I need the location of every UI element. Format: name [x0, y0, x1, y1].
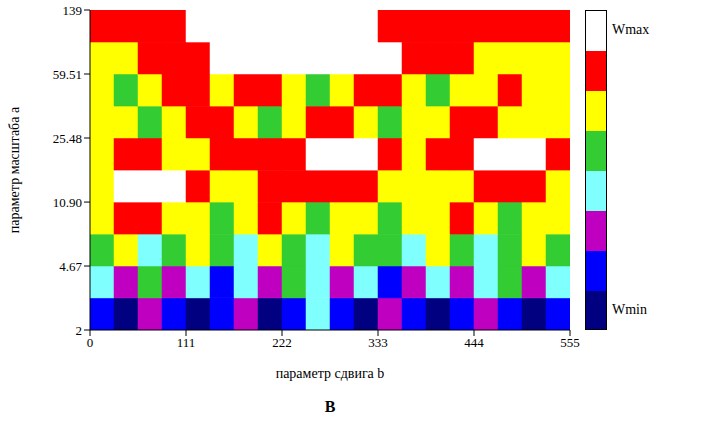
html-text:Wmin: Wmin: [612, 302, 647, 317]
svg-text:параметр масштаба a: параметр масштаба a: [7, 106, 22, 233]
svg-text:0: 0: [87, 335, 94, 350]
svg-text:4.67: 4.67: [59, 259, 82, 274]
svg-text:2: 2: [76, 323, 83, 338]
html-text:Wmax: Wmax: [612, 22, 650, 37]
svg-text:444: 444: [464, 335, 484, 350]
svg-text:59.51: 59.51: [53, 67, 82, 82]
svg-text:222: 222: [272, 335, 292, 350]
svg-text:139: 139: [63, 3, 83, 18]
svg-text:10.90: 10.90: [53, 195, 82, 210]
svg-text:333: 333: [368, 335, 388, 350]
svg-text:параметр сдвига b: параметр сдвига b: [276, 366, 385, 381]
html-text:В: В: [324, 398, 336, 415]
svg-text:555: 555: [560, 335, 580, 350]
svg-text:25.48: 25.48: [53, 131, 82, 146]
svg-text:111: 111: [177, 335, 196, 350]
